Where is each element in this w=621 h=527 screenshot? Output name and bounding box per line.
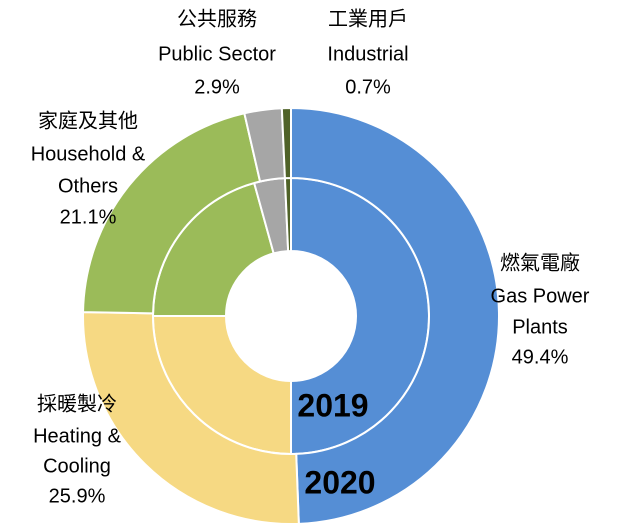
category-label: 採暖製冷 — [37, 392, 117, 415]
value-label: 25.9% — [49, 485, 106, 507]
donut-slice — [82, 311, 300, 525]
category-label: Heating & — [33, 425, 121, 447]
category-label: Public Sector — [158, 43, 276, 65]
value-label: 0.7% — [345, 76, 391, 98]
category-label: Household & — [31, 143, 146, 165]
category-label: Industrial — [327, 43, 408, 65]
ring-label: 2020 — [304, 464, 375, 500]
ring-label: 2019 — [297, 387, 368, 423]
category-label: Cooling — [43, 455, 111, 477]
value-label: 49.4% — [512, 346, 569, 368]
donut-slice — [290, 106, 500, 525]
category-label: 家庭及其他 — [38, 109, 138, 132]
category-label: 工業用戶 — [328, 7, 408, 30]
donut-slice — [280, 106, 292, 180]
category-label: Plants — [512, 316, 568, 338]
category-label: 公共服務 — [177, 7, 257, 30]
value-label: 21.1% — [60, 206, 117, 228]
value-label: 2.9% — [194, 76, 240, 98]
category-label: 燃氣電廠 — [500, 250, 580, 274]
category-label: Gas Power — [491, 285, 590, 307]
category-label: Others — [58, 175, 118, 197]
